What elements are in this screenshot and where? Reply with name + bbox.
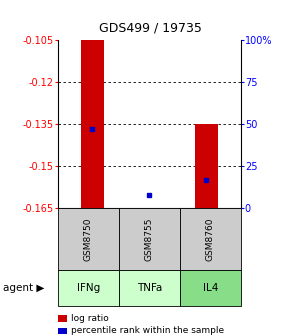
Text: IFNg: IFNg <box>77 283 100 293</box>
Text: GDS499 / 19735: GDS499 / 19735 <box>99 22 202 35</box>
Text: GSM8750: GSM8750 <box>84 218 93 261</box>
Bar <box>195 124 218 208</box>
Text: IL4: IL4 <box>202 283 218 293</box>
Text: GSM8755: GSM8755 <box>145 218 154 261</box>
Text: percentile rank within the sample: percentile rank within the sample <box>71 327 224 335</box>
Text: log ratio: log ratio <box>71 314 109 323</box>
Bar <box>81 40 104 208</box>
Text: GSM8760: GSM8760 <box>206 218 215 261</box>
Text: TNFa: TNFa <box>137 283 162 293</box>
Text: agent ▶: agent ▶ <box>3 283 44 293</box>
